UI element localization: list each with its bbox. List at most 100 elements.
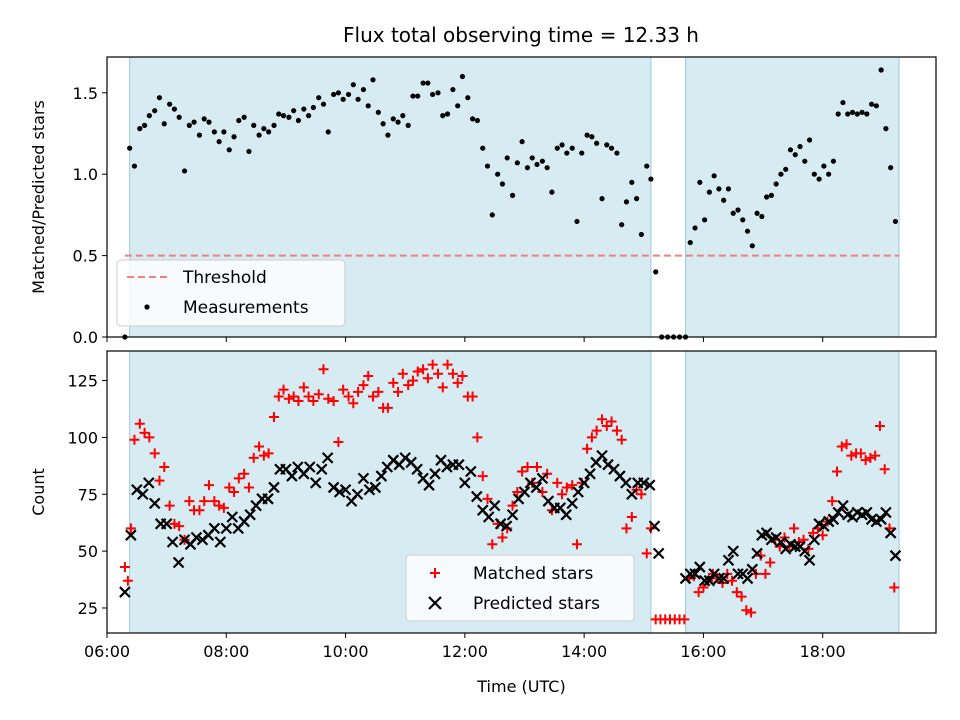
matched-stars-point [129, 434, 140, 445]
measurement-point [301, 106, 307, 112]
matched-stars-point [537, 487, 548, 497]
matched-stars-point [447, 368, 458, 379]
matched-stars-point [855, 448, 866, 459]
matched-stars-point [874, 421, 885, 432]
measurement-point [474, 117, 480, 124]
predicted-stars-point [746, 563, 759, 576]
predicted-stars-point [286, 470, 298, 482]
ratio-legend: Threshold Measurements [116, 259, 346, 327]
measurement-point [276, 111, 282, 117]
measurement-point [564, 150, 570, 156]
predicted-stars-point [125, 529, 137, 541]
predicted-stars-point [637, 477, 650, 489]
count-marks [119, 359, 902, 625]
measurement-point [141, 122, 148, 128]
matched-stars-point [582, 443, 593, 454]
predicted-stars-point [375, 470, 388, 482]
measurement-point [156, 95, 163, 101]
measurement-point [216, 139, 222, 145]
matched-stars-point [636, 489, 647, 500]
measurement-point [854, 111, 860, 117]
measurement-point [638, 231, 644, 238]
matched-stars-point [194, 505, 205, 516]
measurement-point [549, 189, 555, 195]
measurement-point [735, 207, 741, 213]
matched-stars-point [591, 425, 602, 436]
matched-stars-point [841, 439, 852, 450]
matched-stars-point [353, 386, 364, 397]
predicted-stars-point [208, 522, 221, 535]
matched-stars-point [467, 391, 478, 402]
predicted-stars-point [268, 481, 280, 494]
measurement-point [295, 117, 302, 124]
measurement-point [335, 90, 342, 96]
measurement-point [325, 129, 331, 135]
measurement-point [465, 95, 471, 101]
matched-stars-point [308, 396, 319, 407]
ratio-x-axis [106, 337, 824, 342]
measurement-point [455, 103, 461, 109]
predicted-stars-point [703, 574, 716, 587]
matched-stars-point [184, 496, 195, 507]
measurement-point [764, 194, 770, 200]
measurement-point [181, 168, 188, 174]
matched-stars-point [567, 480, 578, 491]
matched-stars-point [512, 487, 523, 497]
measurement-point [489, 212, 495, 218]
measurement-point [883, 126, 889, 132]
measurement-point [380, 121, 386, 127]
matched-stars-point [278, 384, 289, 395]
measurement-point [131, 163, 138, 169]
matched-stars-point [254, 441, 265, 452]
predicted-stars-point [566, 497, 578, 510]
predicted-stars-point [875, 513, 887, 526]
matched-stars-point [552, 477, 563, 488]
observing-window [685, 56, 900, 338]
measurement-point [305, 113, 312, 119]
y-tick-label: 125 [67, 372, 98, 391]
matched-stars-point [134, 418, 145, 429]
measurement-point [806, 137, 813, 143]
matched-stars-point [209, 496, 220, 507]
measurement-point [811, 171, 817, 177]
matched-stars-point [229, 487, 240, 497]
matched-stars-point [736, 591, 747, 602]
y-tick-label: 1.5 [73, 84, 98, 103]
predicted-stars-point [315, 463, 328, 476]
measurement-point [435, 90, 441, 96]
legend-predicted-swatch [428, 596, 442, 610]
matched-stars-point [125, 523, 136, 534]
count-legend: Matched stars Predicted stars [405, 554, 635, 622]
legend-measurements-swatch [144, 304, 150, 310]
x-tick-label: 16:00 [680, 642, 726, 661]
matched-stars-point [214, 500, 225, 511]
predicted-stars-point [160, 518, 173, 530]
matched-stars-point [298, 382, 309, 393]
matched-stars-point [164, 500, 175, 511]
measurement-point [444, 111, 451, 117]
matched-stars-point [679, 614, 690, 625]
measurement-point [614, 150, 620, 156]
predicted-stars-point [536, 472, 549, 485]
measurement-point [629, 179, 635, 185]
measurement-point [420, 80, 426, 86]
matched-stars-point [239, 468, 250, 479]
matched-stars-point [621, 523, 632, 534]
predicted-stars-point [884, 527, 897, 539]
matched-stars-point [626, 512, 637, 523]
matched-stars-point [789, 523, 800, 534]
matched-stars-point [407, 375, 418, 386]
y-tick-label: 25 [78, 599, 98, 618]
measurement-point [859, 109, 865, 115]
predicted-stars-point [506, 508, 519, 521]
matched-stars-point [199, 496, 210, 507]
matched-stars-point [731, 587, 742, 598]
predicted-stars-point [321, 452, 334, 464]
matched-stars-point [698, 582, 709, 593]
measurement-point [599, 196, 605, 202]
matched-stars-point [846, 450, 857, 461]
predicted-stars-point [518, 486, 531, 498]
matched-stars-point [557, 489, 568, 500]
matched-stars-point [517, 466, 528, 477]
measurement-point [201, 116, 207, 122]
